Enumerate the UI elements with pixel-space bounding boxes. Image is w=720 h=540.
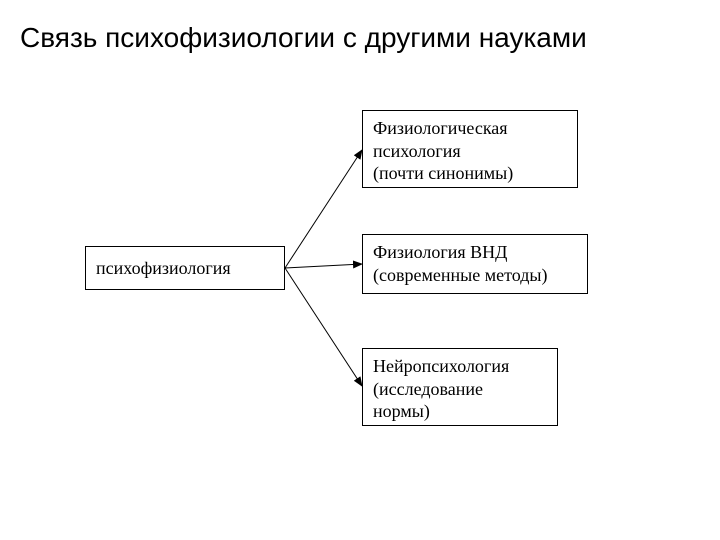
node-text-line: Физиологическая: [373, 117, 567, 140]
diagram-node-root: психофизиология: [85, 246, 285, 290]
diagram-node-n3: Нейропсихология(исследованиенормы): [362, 348, 558, 426]
node-text-line: (исследование: [373, 378, 547, 401]
edge-root-n2: [285, 264, 362, 268]
node-text-line: Физиология ВНД: [373, 241, 577, 264]
node-text-line: Нейропсихология: [373, 355, 547, 378]
diagram-node-n1: Физиологическаяпсихология(почти синонимы…: [362, 110, 578, 188]
page-title: Связь психофизиологии с другими науками: [20, 22, 587, 54]
node-text-line: психология: [373, 140, 567, 163]
edge-root-n3: [285, 268, 362, 386]
edge-root-n1: [285, 150, 362, 268]
node-text-line: нормы): [373, 400, 547, 423]
node-text-line: (современные методы): [373, 264, 577, 287]
diagram-node-n2: Физиология ВНД(современные методы): [362, 234, 588, 294]
node-text-line: (почти синонимы): [373, 162, 567, 185]
